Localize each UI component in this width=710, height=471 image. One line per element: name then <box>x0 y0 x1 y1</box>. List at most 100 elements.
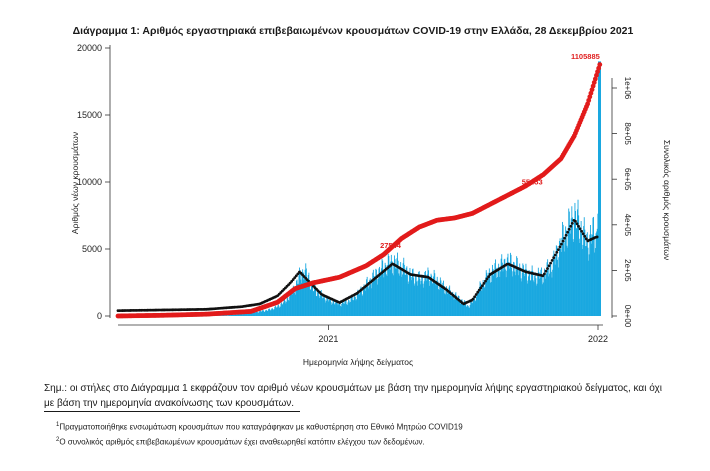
daily-bar-264 <box>281 303 283 316</box>
daily-bar-541 <box>453 299 455 316</box>
daily-smooth-point-299 <box>580 229 584 233</box>
daily-bar-458 <box>402 274 403 316</box>
daily-bar-247 <box>271 308 273 316</box>
daily-bar-344 <box>331 304 333 316</box>
daily-bar-614 <box>498 270 500 316</box>
daily-bar-567 <box>469 305 471 316</box>
daily-bar-518 <box>439 282 441 316</box>
daily-bar-744 <box>579 242 581 316</box>
daily-bar-665 <box>530 280 532 316</box>
daily-bar-654 <box>523 273 525 316</box>
daily-bar-753 <box>585 246 586 316</box>
daily-bar-279 <box>291 292 292 316</box>
daily-smooth-point-288 <box>563 236 566 240</box>
daily-bar-384 <box>356 299 358 316</box>
daily-smooth-point-237 <box>484 279 487 283</box>
daily-bar-435 <box>387 254 389 316</box>
footnote-1-text: Πραγματοποιήθηκε ενσωμάτωση κρουσμάτων π… <box>59 422 463 432</box>
daily-bar-642 <box>516 256 518 316</box>
daily-bar-635 <box>511 276 513 316</box>
daily-bar-686 <box>543 273 545 316</box>
daily-bar-622 <box>503 259 505 316</box>
daily-bar-503 <box>429 280 431 316</box>
daily-bar-465 <box>406 266 408 316</box>
daily-smooth-point-115 <box>294 274 298 278</box>
daily-bar-408 <box>371 288 372 316</box>
daily-bar-723 <box>566 245 568 316</box>
y-left-tick-0: 0 <box>97 311 102 321</box>
daily-bar-184 <box>232 314 234 316</box>
daily-bar-446 <box>394 259 396 316</box>
daily-bar-257 <box>277 305 279 316</box>
daily-bar-424 <box>380 268 382 316</box>
daily-bar-262 <box>280 303 282 316</box>
daily-bar-414 <box>374 276 376 316</box>
y-left-tick-4: 20000 <box>77 43 102 53</box>
daily-bar-494 <box>424 271 426 316</box>
daily-bar-402 <box>367 282 369 316</box>
daily-bar-644 <box>517 269 519 316</box>
daily-bar-231 <box>261 311 263 316</box>
daily-bar-760 <box>589 234 591 316</box>
daily-bar-509 <box>433 269 435 316</box>
daily-bar-207 <box>246 313 248 316</box>
daily-bar-349 <box>334 304 336 316</box>
daily-bar-356 <box>338 302 340 316</box>
daily-bar-393 <box>361 295 363 316</box>
y-right-tick-5: 1e+06 <box>623 77 632 100</box>
daily-bar-726 <box>568 208 570 316</box>
daily-bar-601 <box>490 282 492 316</box>
daily-bar-449 <box>396 258 398 316</box>
daily-bar-623 <box>504 258 506 316</box>
daily-bar-618 <box>501 254 503 316</box>
daily-bar-634 <box>511 267 513 316</box>
daily-smooth-point-279 <box>549 261 552 265</box>
daily-bar-540 <box>452 296 454 316</box>
daily-bar-680 <box>539 277 541 316</box>
daily-bar-451 <box>397 260 399 316</box>
daily-bar-224 <box>256 311 258 316</box>
daily-bar-705 <box>555 257 557 316</box>
daily-bar-355 <box>338 303 340 316</box>
daily-bar-463 <box>405 274 407 316</box>
daily-bar-764 <box>591 234 593 316</box>
daily-bar-594 <box>486 272 488 316</box>
daily-bar-219 <box>253 311 255 316</box>
daily-bar-516 <box>438 289 439 316</box>
y-left-tick-1: 5000 <box>82 244 102 254</box>
daily-bar-593 <box>485 270 487 316</box>
daily-bar-434 <box>387 265 389 316</box>
daily-bar-480 <box>415 274 417 316</box>
daily-cases-bars <box>121 61 601 317</box>
daily-bar-721 <box>565 226 567 316</box>
daily-bar-415 <box>375 268 377 316</box>
daily-bar-535 <box>449 290 451 316</box>
daily-bar-511 <box>434 282 436 316</box>
daily-bar-715 <box>561 237 563 316</box>
daily-bar-221 <box>255 312 256 316</box>
daily-bar-333 <box>324 299 326 316</box>
daily-bar-345 <box>331 303 333 316</box>
daily-bar-537 <box>451 296 452 316</box>
daily-bar-197 <box>240 314 242 316</box>
daily-bar-468 <box>408 281 410 316</box>
y-right-tick-4: 8e+05 <box>623 122 632 145</box>
daily-bar-531 <box>447 294 449 316</box>
daily-bar-188 <box>234 314 236 316</box>
daily-bar-421 <box>379 266 381 316</box>
daily-bar-328 <box>321 294 323 316</box>
daily-bar-677 <box>537 267 539 316</box>
daily-smooth-point-116 <box>296 272 300 276</box>
daily-bar-239 <box>266 310 268 316</box>
y-right-axis-label: Συνολικός αριθμός κρουσμάτων <box>662 140 672 260</box>
daily-smooth-point-234 <box>479 286 483 290</box>
daily-bar-290 <box>297 283 299 316</box>
daily-bar-431 <box>385 265 387 316</box>
daily-bar-283 <box>293 286 295 316</box>
daily-bar-722 <box>565 230 567 316</box>
daily-bar-340 <box>328 300 330 316</box>
daily-bar-498 <box>426 274 428 316</box>
daily-bar-277 <box>289 290 291 316</box>
daily-bar-525 <box>443 286 445 316</box>
y-left-ticks: 0 5000 10000 15000 20000 <box>77 43 110 321</box>
